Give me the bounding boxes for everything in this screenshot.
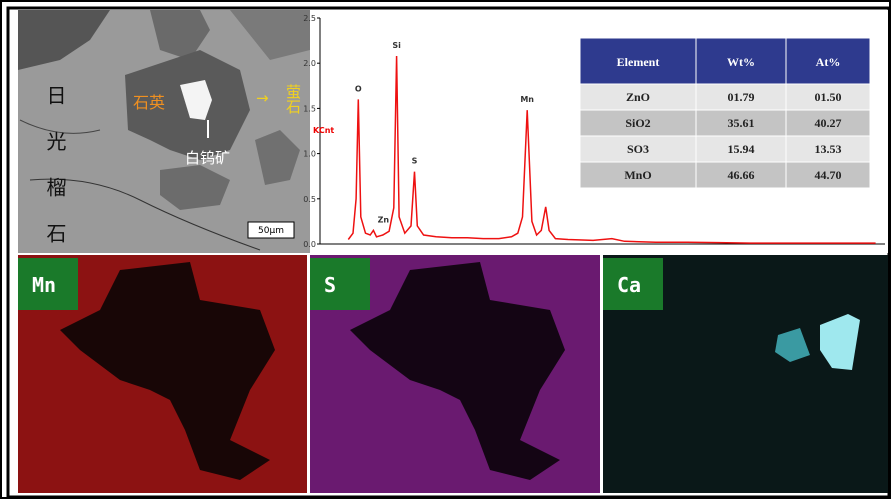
table: Element Wt% At% ZnO 01.79 01.50 SiO2 35.61 40.27… (580, 38, 870, 188)
sem-image: 50μm 日光榴石 石英 → 萤石 白钨矿 (18, 10, 310, 269)
mineral-label: 日光榴石 (43, 85, 67, 269)
mineral-label: 白钨矿 (185, 149, 230, 167)
cell-text: 13.53 (815, 142, 842, 156)
cell-text: 01.50 (815, 90, 842, 104)
map-label-box (310, 258, 370, 310)
cell-text: 44.70 (815, 168, 842, 182)
header-text: Wt% (727, 55, 755, 69)
cell-text: ZnO (626, 90, 650, 104)
cell-text: 15.94 (728, 142, 755, 156)
peak-label: S (412, 157, 418, 166)
y-tick-label: 0.0 (303, 240, 316, 249)
scale-label: 50μm (258, 226, 284, 236)
y-tick-label: 1.5 (303, 104, 316, 113)
map-label: Mn (32, 273, 56, 297)
y-tick-label: 1.0 (303, 150, 316, 159)
peak-label: Zn (378, 215, 390, 224)
cell-text: 01.79 (728, 90, 755, 104)
cell-text: SO3 (627, 142, 649, 156)
map-label: Ca (617, 273, 641, 297)
peak-label: Mn (520, 95, 534, 104)
cell-text: 40.27 (815, 116, 842, 130)
mineral-label: 石英 (133, 93, 165, 112)
y-tick-label: 2.0 (303, 59, 316, 68)
map-label: S (324, 273, 336, 297)
svg-text:→: → (256, 89, 269, 107)
peak-label: O (355, 84, 362, 93)
cell-text: SiO2 (625, 116, 650, 130)
element-maps (18, 255, 888, 493)
y-tick-label: 0.5 (303, 195, 316, 204)
y-axis-label: KCnt (313, 126, 334, 135)
y-tick-label: 2.5 (303, 14, 316, 23)
header-text: Element (617, 55, 660, 69)
header-text: At% (816, 55, 841, 69)
mineral-label: 萤石 (284, 84, 302, 114)
cell-text: 46.66 (728, 168, 755, 182)
cell-text: MnO (624, 168, 651, 182)
peak-label: Si (392, 41, 401, 50)
figure: 50μm 日光榴石 石英 → 萤石 白钨矿 0.0 0.5 1.0 1.5 2.0 2.5… (0, 0, 891, 499)
cell-text: 35.61 (728, 116, 755, 130)
